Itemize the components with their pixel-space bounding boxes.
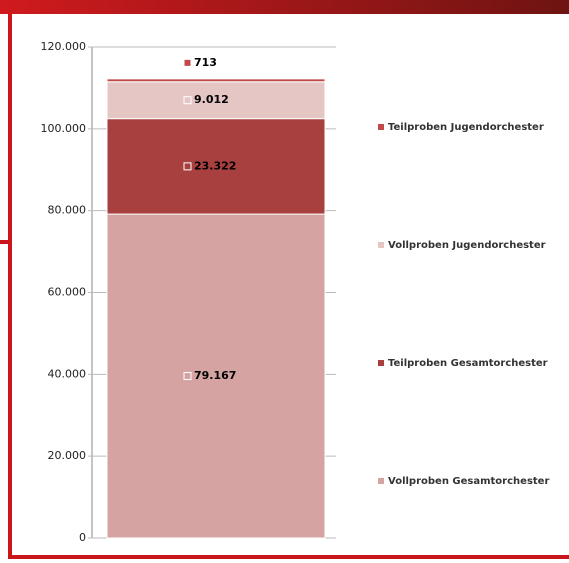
bar-segment (106, 118, 326, 215)
y-tick-label: 100.000 (41, 122, 87, 135)
legend-swatch (378, 242, 384, 248)
frame-bottom (8, 555, 569, 559)
data-label: 23.322 (194, 159, 236, 172)
bar-segment (106, 213, 326, 539)
y-tick-label: 60.000 (48, 286, 87, 299)
data-label-marker (183, 372, 192, 381)
bar-segment (106, 81, 326, 120)
y-tick-label: 40.000 (48, 367, 87, 380)
data-label: 713 (194, 56, 217, 69)
data-label: 9.012 (194, 93, 229, 106)
legend-swatch (378, 124, 384, 130)
y-tick-label: 120.000 (41, 40, 87, 53)
bar-segment (106, 78, 326, 83)
data-label-marker (183, 58, 192, 67)
data-label-marker (183, 96, 192, 105)
y-tick-label: 0 (79, 531, 86, 544)
y-tick-label: 20.000 (48, 449, 87, 462)
frame-notch (0, 240, 8, 244)
frame-top (0, 0, 569, 14)
legend-label: Vollproben Gesamtorchester (388, 476, 549, 487)
legend-label: Vollproben Jugendorchester (388, 240, 546, 251)
legend-label: Teilproben Gesamtorchester (388, 358, 548, 369)
y-tick-label: 80.000 (48, 204, 87, 217)
data-label-marker (183, 162, 192, 171)
legend-swatch (378, 478, 384, 484)
legend-swatch (378, 360, 384, 366)
data-label: 79.167 (194, 369, 236, 382)
legend-label: Teilproben Jugendorchester (388, 122, 544, 133)
frame-left (8, 14, 12, 557)
